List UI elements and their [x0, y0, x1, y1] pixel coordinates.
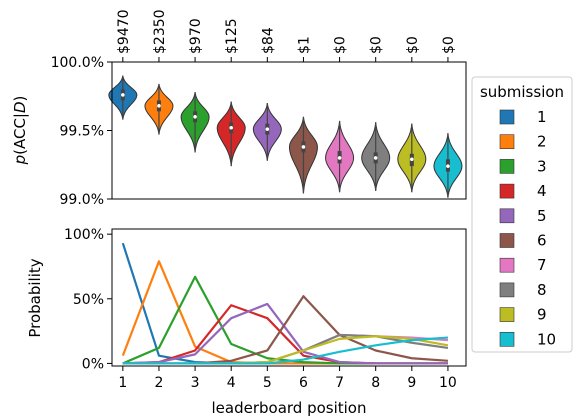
legend-label: 9	[537, 306, 547, 324]
violin-median	[157, 104, 161, 108]
violin-median	[193, 115, 197, 119]
violin-median	[410, 157, 414, 162]
legend-swatch	[499, 257, 515, 273]
violin-median	[229, 125, 234, 130]
prize-label: $970	[188, 18, 204, 54]
series-line-5	[122, 302, 448, 365]
prize-label: $0	[333, 36, 349, 54]
series-line-1	[121, 242, 448, 365]
legend-label: 3	[537, 157, 547, 175]
violin-median	[446, 164, 450, 168]
prize-label: $1	[296, 36, 312, 54]
legend-label: 5	[537, 207, 547, 225]
probability-y-tick-label: 0%	[82, 356, 104, 372]
legend-swatch	[499, 307, 515, 322]
probability-y-axis: 0% 50% 100%	[64, 227, 112, 372]
x-tick-label: 2	[154, 375, 163, 391]
x-tick-label: 5	[263, 375, 272, 391]
violin-y-tick-label: 99.5%	[60, 124, 104, 140]
violin-y-label-p: p	[11, 155, 29, 166]
violin-y-label-close: )	[11, 96, 29, 102]
legend-label: 6	[537, 232, 547, 250]
legend-swatch	[499, 282, 515, 298]
probability-y-label: Probability	[26, 258, 44, 337]
legend-swatch	[499, 134, 515, 149]
x-tick-label: 9	[407, 375, 416, 391]
legend-label: 1	[537, 108, 547, 126]
legend-swatch	[499, 233, 515, 248]
prize-label: $125	[224, 18, 240, 54]
prize-label: $0	[369, 36, 385, 54]
prize-label: $9470	[116, 9, 132, 54]
violins	[108, 75, 463, 198]
violin-plot-frame	[111, 61, 467, 200]
violin-y-axis: 99.0% 99.5% 100.0%	[51, 55, 112, 208]
x-tick-label: 8	[371, 375, 380, 391]
violin-y-label: p(ACC|D)	[11, 96, 29, 166]
legend-swatch	[499, 183, 515, 199]
probability-y-tick-label: 50%	[73, 292, 104, 308]
violin-median	[373, 156, 378, 160]
legend-label: 7	[537, 256, 547, 274]
prize-label: $0	[405, 36, 421, 54]
series-line-6	[122, 295, 449, 365]
legend-label: 10	[537, 330, 556, 348]
probability-panel: 0% 50% 100% 1 2 3 4 5 6 7 8 9 10 Probability leader…	[26, 227, 467, 417]
legend: submission 1 2 3 4 5 6 7 8 9 10	[471, 76, 573, 353]
legend-swatch	[499, 331, 515, 347]
prize-label: $84	[260, 27, 276, 54]
legend-title: submission	[480, 83, 564, 101]
x-tick-label: 6	[299, 375, 308, 391]
prize-label: $2350	[152, 9, 168, 54]
series-line-2	[121, 260, 448, 365]
legend-swatch	[499, 109, 515, 125]
violin-y-tick-label: 99.0%	[60, 192, 104, 208]
probability-y-tick-label: 100%	[64, 227, 104, 243]
legend-entries: 1 2 3 4 5 6 7 8 9 10	[499, 108, 556, 348]
legend-swatch	[499, 208, 515, 224]
legend-swatch	[499, 159, 515, 174]
legend-label: 4	[537, 182, 547, 200]
x-tick-label: 4	[227, 375, 236, 391]
violin-median	[301, 145, 306, 149]
probability-lines	[121, 242, 449, 365]
violin-median	[337, 156, 342, 160]
legend-box	[471, 76, 573, 353]
violin-median	[265, 127, 270, 131]
legend-label: 2	[537, 133, 547, 151]
violin-panel: $9470 $2350 $970 $125 $84 $1 $0 $0 $0 $0 99.0%99.…	[11, 9, 467, 208]
probability-x-axis: 1 2 3 4 5 6 7 8 9 10	[118, 366, 457, 391]
x-tick-label: 10	[439, 375, 457, 391]
prize-label: $0	[441, 36, 457, 54]
prize-labels: $9470 $2350 $970 $125 $84 $1 $0 $0 $0 $0	[116, 9, 457, 62]
probability-plot-frame	[111, 228, 467, 367]
legend-label: 8	[537, 281, 547, 299]
violin-y-label-d: D	[11, 101, 29, 113]
series-line-10	[122, 336, 449, 365]
violin-median	[121, 93, 125, 97]
x-tick-label: 7	[335, 375, 344, 391]
x-tick-label: 1	[118, 375, 127, 391]
violin-y-tick-label: 100.0%	[51, 55, 104, 71]
probability-x-label: leaderboard position	[211, 399, 366, 417]
x-tick-label: 3	[191, 375, 200, 391]
violin-y-label-open: (ACC|	[11, 113, 29, 155]
